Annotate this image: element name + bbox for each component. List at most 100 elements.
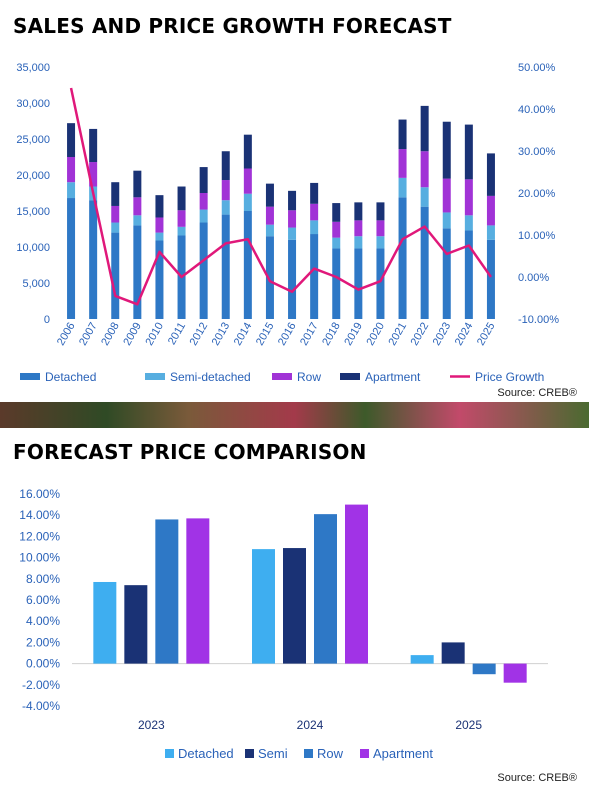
bar-detached-2009 — [133, 225, 142, 319]
bar-semi-detached-2011 — [177, 226, 186, 236]
y-tick-label: 12.00% — [19, 529, 60, 543]
y-tick-label: 0.00% — [26, 657, 60, 671]
bar-semi-detached-2020 — [376, 236, 385, 249]
y-left-tick-label: 15,000 — [16, 206, 50, 218]
y-left-tick-label: 25,000 — [16, 134, 50, 146]
bar-apartment-2006 — [67, 123, 76, 157]
bar-detached-2016 — [288, 239, 297, 319]
bar-detached-2008 — [111, 232, 120, 319]
bar-row-2012 — [199, 193, 208, 210]
bar-row-2006 — [67, 157, 76, 183]
bar-row-2018 — [332, 221, 341, 238]
bar-semi-detached-2009 — [133, 215, 142, 226]
legend-swatch-detached — [20, 373, 40, 380]
bar-detached-2007 — [89, 200, 98, 319]
y-right-tick-label: 40.00% — [518, 104, 556, 116]
bar-detached-2020 — [376, 248, 385, 319]
x-tick-label: 2008 — [99, 321, 122, 348]
bar-apartment-2025 — [486, 153, 495, 196]
bar-apartment-2023 — [442, 121, 451, 179]
bar-detached-2025 — [486, 239, 495, 319]
x-tick-label: 2024 — [297, 718, 324, 732]
legend-swatch-row — [272, 373, 292, 380]
bar-semi-2025 — [441, 642, 465, 664]
y-tick-label: 10.00% — [19, 551, 60, 565]
bar-row-2008 — [111, 205, 120, 223]
bar-detached-2014 — [243, 211, 252, 319]
bar-semi-detached-2019 — [354, 236, 363, 249]
bar-detached-2021 — [398, 197, 407, 319]
legend-label-detached: Detached — [178, 746, 234, 761]
bar-detached-2010 — [155, 240, 164, 319]
x-tick-label: 2017 — [298, 321, 321, 348]
x-tick-label: 2018 — [320, 321, 343, 348]
x-tick-label: 2013 — [210, 321, 233, 348]
bar-semi-detached-2017 — [310, 220, 319, 235]
sales-price-growth-panel: SALES AND PRICE GROWTH FORECAST 0 5,000 10… — [13, 14, 577, 399]
bar-detached-2017 — [310, 234, 319, 319]
x-tick-label: 2006 — [55, 321, 78, 348]
bar-detached-2019 — [354, 248, 363, 319]
bar-semi-detached-2006 — [67, 182, 76, 199]
y-tick-label: 4.00% — [26, 614, 60, 628]
bar-row-2013 — [221, 180, 230, 201]
bar-row-2021 — [398, 149, 407, 178]
sales-price-growth-chart: 0 5,000 10,000 15,000 20,000 25,000 30,000 35,0… — [16, 62, 559, 384]
bar-row-2010 — [155, 217, 164, 233]
bar-detached-2022 — [420, 206, 429, 319]
chart2-title: FORECAST PRICE COMPARISON — [13, 440, 367, 464]
x-tick-label: 2023 — [138, 718, 165, 732]
bar-apartment-2007 — [89, 128, 98, 163]
bar-apartment-2020 — [376, 202, 385, 221]
forecast-price-comparison-chart: -4.00% -2.00% 0.00% 2.00% 4.00% 6.00% 8.00% 10.… — [19, 487, 548, 761]
y-left-tick-label: 30,000 — [16, 98, 50, 110]
bar-detached-2023 — [442, 228, 451, 319]
bar-row-2023 — [155, 519, 179, 664]
x-tick-label: 2021 — [387, 321, 410, 348]
x-tick-label: 2010 — [143, 321, 166, 348]
x-tick-label: 2020 — [364, 321, 387, 348]
y-left-tick-label: 10,000 — [16, 242, 50, 254]
bar-apartment-2022 — [420, 105, 429, 152]
bar-semi-detached-2018 — [332, 237, 341, 249]
bar-semi-detached-2012 — [199, 209, 208, 223]
y-tick-label: -2.00% — [22, 678, 60, 692]
legend-label-apartment: Apartment — [365, 370, 421, 384]
bar-row-2015 — [265, 206, 274, 225]
bar-apartment-2024 — [345, 504, 368, 664]
legend-label-semi: Semi — [258, 746, 288, 761]
bar-apartment-2011 — [177, 186, 186, 211]
bar-detached-2024 — [464, 230, 473, 319]
bar-row-2020 — [376, 220, 385, 237]
y-tick-label: 2.00% — [26, 635, 60, 649]
bar-row-2016 — [288, 210, 297, 228]
y-right-tick-label: 30.00% — [518, 146, 556, 158]
bar-detached-2023 — [93, 581, 117, 664]
bar-semi-detached-2014 — [243, 193, 252, 211]
bar-apartment-2016 — [288, 190, 297, 211]
x-tick-label: 2016 — [276, 321, 299, 348]
x-tick-label: 2019 — [342, 321, 365, 348]
y-left-tick-label: 35,000 — [16, 62, 50, 74]
y-right-tick-label: 50.00% — [518, 62, 556, 74]
bar-semi-detached-2024 — [464, 215, 473, 231]
legend-swatch-semi — [245, 749, 254, 758]
y-tick-label: 6.00% — [26, 593, 60, 607]
bar-apartment-2021 — [398, 119, 407, 150]
x-tick-label: 2024 — [453, 321, 476, 348]
x-tick-label: 2011 — [166, 321, 188, 347]
bar-apartment-2012 — [199, 167, 208, 193]
bar-detached-2012 — [199, 222, 208, 319]
bar-apartment-2008 — [111, 182, 120, 206]
bar-detached-2013 — [221, 214, 230, 319]
y-tick-label: 8.00% — [26, 572, 60, 586]
legend-swatch-apartment — [360, 749, 369, 758]
bar-semi-detached-2010 — [155, 232, 164, 241]
bar-semi-detached-2016 — [288, 227, 297, 240]
x-tick-label: 2012 — [188, 321, 211, 348]
bar-row-2024 — [464, 179, 473, 216]
bar-apartment-2024 — [464, 124, 473, 180]
bar-row-2009 — [133, 197, 142, 216]
bar-apartment-2018 — [332, 203, 341, 222]
bar-detached-2015 — [265, 236, 274, 319]
